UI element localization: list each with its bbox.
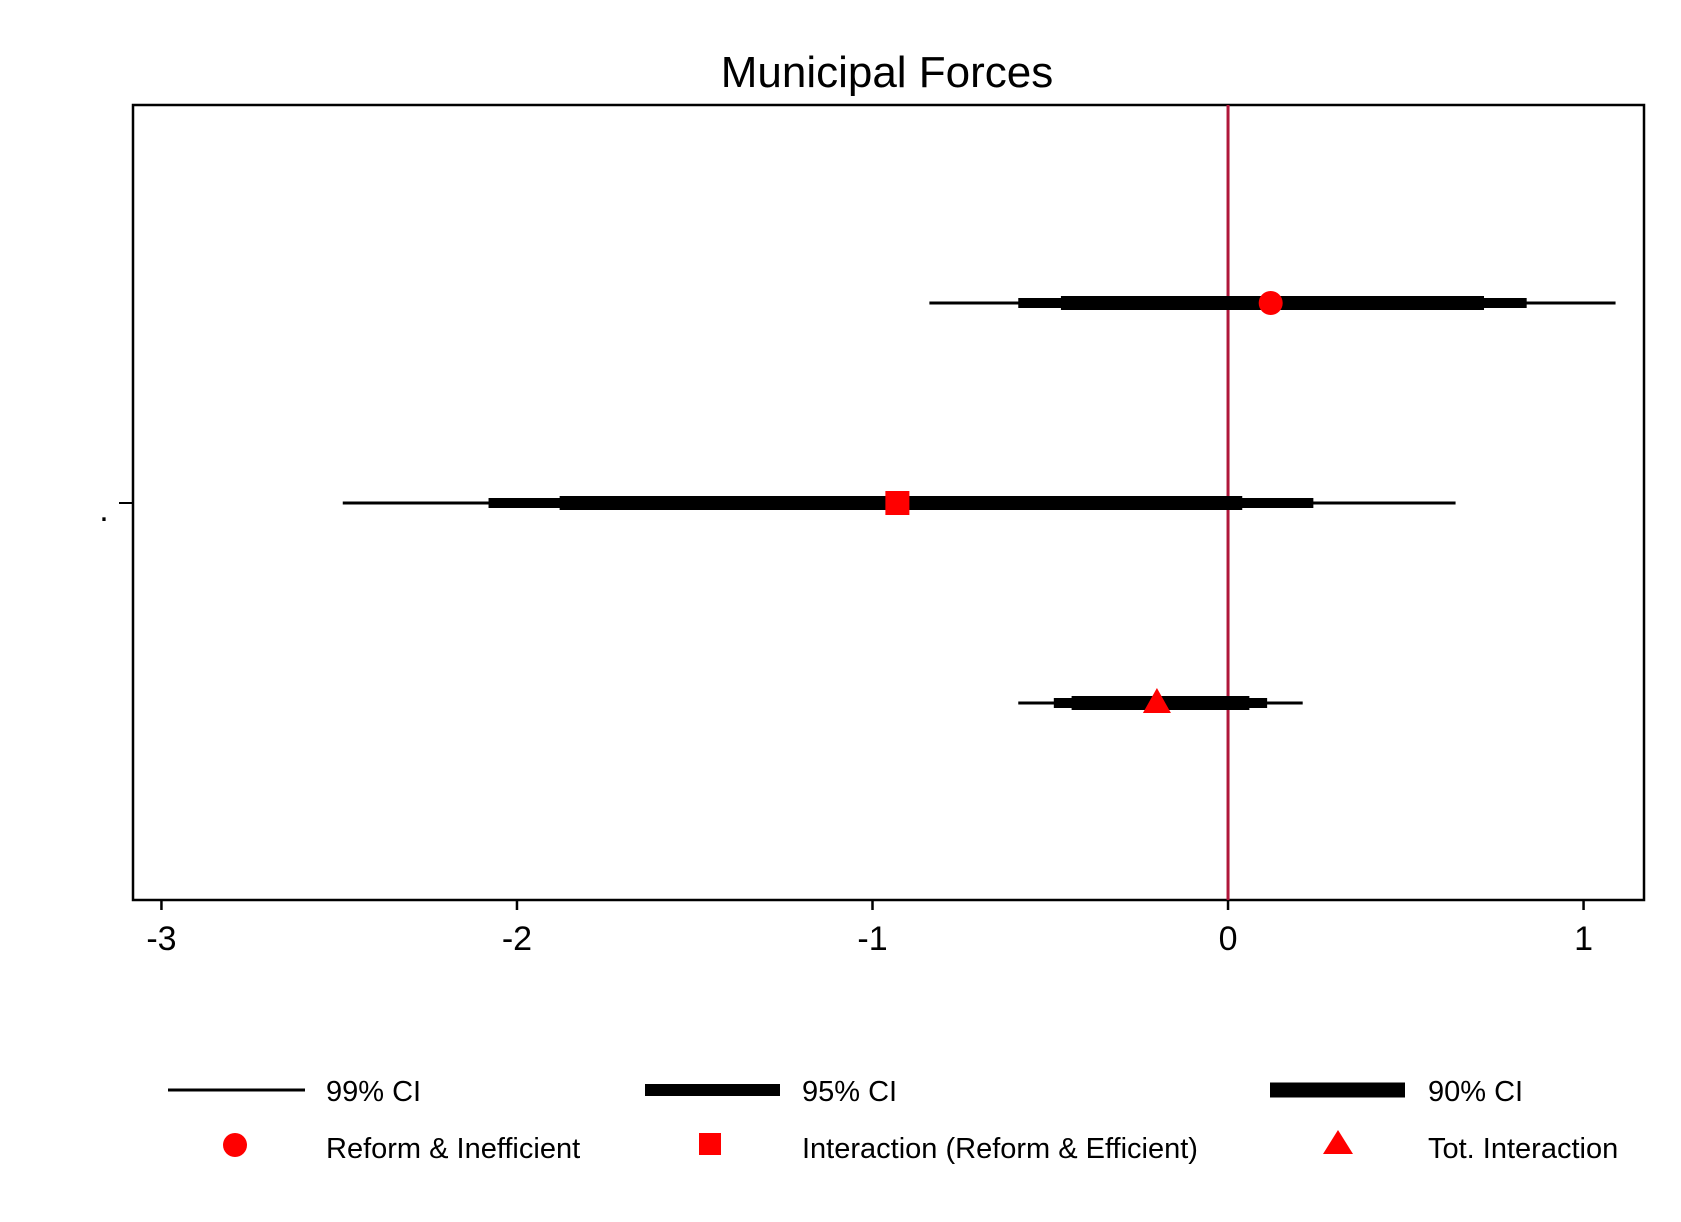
estimate-marker-square (885, 491, 910, 515)
legend-marker-square (699, 1133, 721, 1155)
legend-marker-label: Tot. Interaction (1428, 1133, 1618, 1165)
legend-marker-label: Reform & Inefficient (326, 1133, 580, 1165)
estimate-marker-triangle (1142, 688, 1171, 713)
point-estimates (885, 291, 1283, 713)
legend-ci-label: 99% CI (326, 1076, 421, 1108)
x-tick-label: 0 (1219, 920, 1238, 958)
estimate-marker-circle (1258, 291, 1283, 315)
x-tick-label: -1 (857, 920, 887, 958)
legend-marker-label: Interaction (Reform & Efficient) (802, 1133, 1198, 1165)
y-axis: . (99, 491, 133, 529)
x-tick-label: 1 (1574, 920, 1593, 958)
x-axis: -3 -2 -1 0 1 (146, 900, 1593, 958)
legend-ci-label: 90% CI (1428, 1076, 1523, 1108)
legend-marker-circle (223, 1133, 247, 1157)
legend-ci-label: 95% CI (802, 1076, 897, 1108)
chart-title: Municipal Forces (721, 48, 1054, 97)
legend-marker-triangle (1323, 1130, 1353, 1154)
x-tick-label: -3 (146, 920, 176, 958)
x-tick-label: -2 (502, 920, 532, 958)
y-tick-label: . (99, 491, 108, 529)
legend: 99% CI Reform & Inefficient 95% CI Interact… (168, 1076, 1618, 1165)
